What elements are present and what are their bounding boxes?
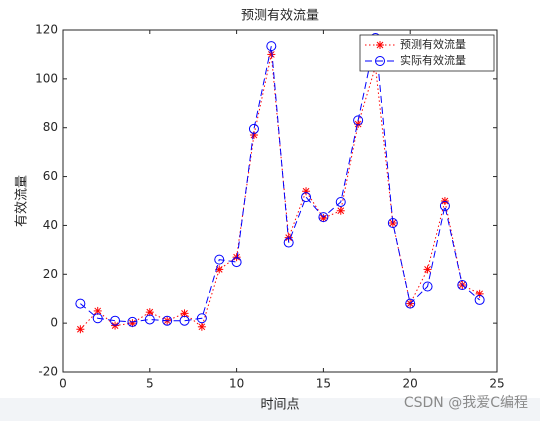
y-tick-label: 120 <box>35 23 58 37</box>
chart-title: 预测有效流量 <box>241 9 319 24</box>
star-marker <box>354 120 363 129</box>
circle-marker <box>301 192 312 203</box>
x-tick-label: 25 <box>489 377 504 391</box>
star-stroke <box>267 51 275 58</box>
star-marker <box>423 265 432 274</box>
circle-marker <box>335 196 346 207</box>
circle-marker <box>110 315 121 326</box>
y-tick-label: 40 <box>43 218 58 232</box>
star-stroke <box>77 325 84 333</box>
y-tick-label: 60 <box>43 169 58 183</box>
legend-marker <box>375 56 385 66</box>
circle-marker <box>266 41 277 52</box>
circle-marker <box>248 123 259 134</box>
footer-strip <box>0 398 540 421</box>
x-axis-label: 时间点 <box>260 398 299 413</box>
circle-marker <box>318 212 329 223</box>
circle-marker <box>179 315 190 326</box>
y-tick-label: 80 <box>43 120 58 134</box>
star-stroke <box>354 120 362 128</box>
star-marker <box>197 322 206 331</box>
x-tick-label: 0 <box>59 377 67 391</box>
star-stroke <box>215 266 223 273</box>
circle-marker <box>457 280 468 291</box>
circle-marker <box>144 314 155 325</box>
circle-marker <box>231 257 242 268</box>
x-tick-label: 20 <box>403 377 418 391</box>
circle-marker <box>283 237 294 248</box>
legend-label: 预测有效流量 <box>400 37 466 51</box>
circle-marker <box>387 217 398 228</box>
circle-marker <box>162 315 173 326</box>
y-tick-label: 100 <box>35 71 58 85</box>
star-marker <box>319 214 328 223</box>
circle-marker <box>196 313 207 324</box>
circle-marker <box>422 281 433 292</box>
circle-marker <box>353 115 364 126</box>
star-stroke <box>146 308 154 316</box>
series-line <box>80 37 480 323</box>
y-tick-label: -20 <box>38 365 58 379</box>
x-tick-label: 10 <box>229 377 244 391</box>
y-axis-label: 有效流量 <box>15 175 30 227</box>
watermark: CSDN @我爱C编程 <box>404 395 528 411</box>
star-marker <box>76 325 85 334</box>
star-stroke <box>94 307 102 315</box>
series-line <box>79 54 480 330</box>
y-tick-label: 20 <box>43 267 58 281</box>
star-stroke <box>337 207 345 215</box>
legend-box <box>359 34 495 72</box>
circle-marker <box>75 298 86 309</box>
y-tick-label: 0 <box>50 316 58 330</box>
x-tick-label: 5 <box>146 377 154 391</box>
star-marker <box>376 41 384 49</box>
star-stroke <box>198 323 206 331</box>
plot-area <box>62 29 498 373</box>
circle-marker <box>92 313 103 324</box>
star-stroke <box>320 214 327 222</box>
circle-marker <box>474 294 485 305</box>
star-stroke <box>181 310 188 317</box>
circle-marker <box>405 298 416 309</box>
star-stroke <box>424 266 431 273</box>
circle-marker <box>439 200 450 211</box>
x-tick-label: 15 <box>316 377 331 391</box>
star-marker <box>336 206 345 215</box>
circle-marker <box>214 254 225 265</box>
star-stroke <box>376 41 384 49</box>
circle-marker <box>127 316 138 327</box>
legend-label: 实际有效流量 <box>400 53 466 67</box>
